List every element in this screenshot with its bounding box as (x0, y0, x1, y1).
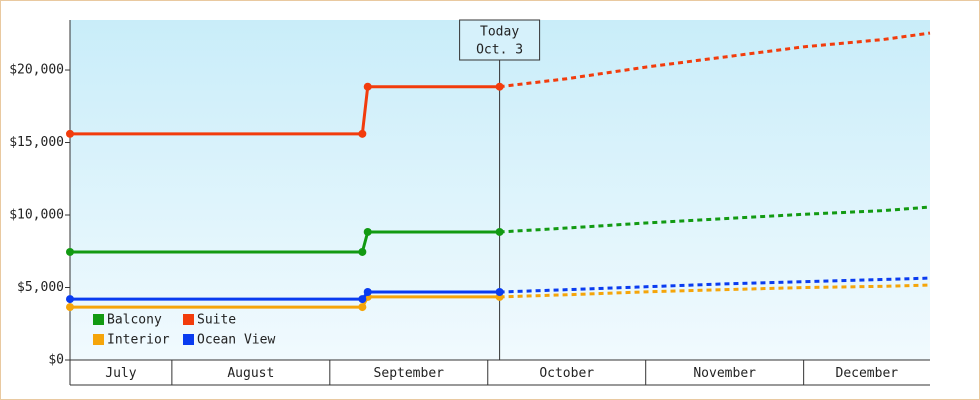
series-line (70, 85, 500, 136)
point (363, 82, 372, 91)
point (495, 227, 504, 236)
point (363, 288, 372, 296)
x-tick-label: October (539, 366, 594, 381)
point (363, 227, 372, 236)
y-tick-label: $5,000 (17, 280, 64, 295)
point (66, 129, 74, 138)
today-label: Oct. 3 (476, 43, 523, 58)
legend-swatch (183, 314, 194, 325)
point (495, 288, 504, 296)
y-tick-label: $10,000 (9, 208, 64, 223)
x-tick-label: November (693, 366, 756, 381)
y-tick-label: $20,000 (9, 63, 64, 78)
legend-swatch (93, 334, 104, 345)
x-tick-label: September (374, 366, 445, 381)
y-tick-label: $0 (48, 353, 64, 368)
point (358, 247, 367, 256)
forecast-line (499, 31, 931, 89)
forecast-line (499, 283, 931, 299)
x-tick-label: July (105, 366, 136, 381)
point (66, 295, 74, 304)
forecast-line (499, 205, 931, 234)
today-label: Today (480, 25, 519, 40)
x-tick-label: August (227, 366, 274, 381)
legend-label: Balcony (107, 313, 162, 328)
legend-label: Interior (107, 333, 170, 348)
point (358, 129, 367, 138)
legend-swatch (183, 334, 194, 345)
point (495, 82, 504, 91)
series-line (70, 290, 500, 301)
point (66, 247, 74, 256)
today-box (459, 19, 541, 61)
legend-label: Ocean View (197, 333, 275, 348)
point (66, 303, 74, 312)
series-line (70, 230, 500, 254)
legend-swatch (93, 314, 104, 325)
legend-label: Suite (197, 313, 236, 328)
point (358, 295, 367, 304)
forecast-line (499, 276, 931, 294)
y-tick-label: $15,000 (9, 135, 64, 150)
x-tick-label: December (836, 366, 899, 381)
point (358, 303, 367, 312)
